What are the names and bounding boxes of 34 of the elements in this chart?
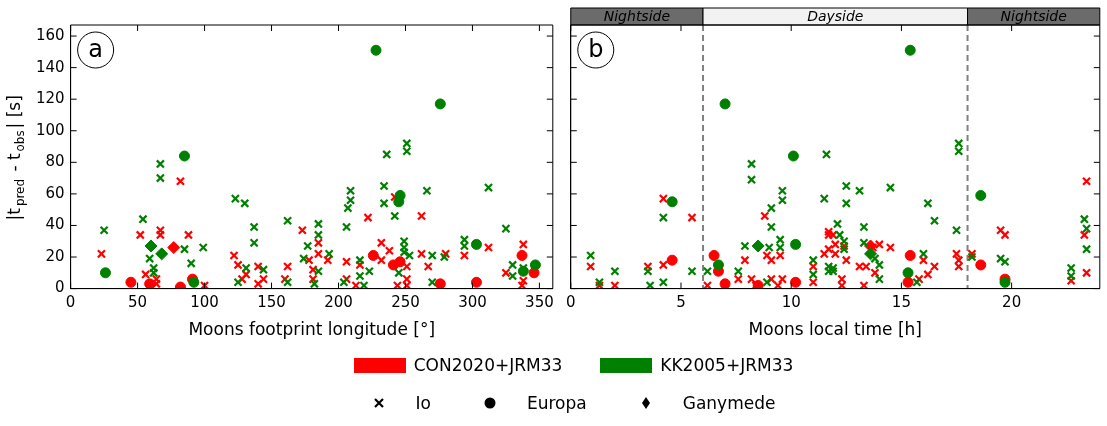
y-tick-label: 100 (35, 120, 65, 139)
x-axis-title: Moons footprint longitude [°] (188, 319, 435, 340)
x-axis-title: Moons local time [h] (748, 319, 922, 340)
legend-label: Ganymede (682, 393, 776, 413)
y-tick-label: 40 (45, 215, 65, 234)
text: Dayside (807, 8, 864, 25)
y-tick-label: 80 (45, 152, 65, 171)
x-tick-label: 5 (676, 293, 686, 312)
y-tick-label: 120 (35, 89, 65, 108)
y-tick-label: 20 (45, 246, 65, 265)
x-tick-label: 300 (458, 293, 487, 312)
y-tick-label: 160 (35, 25, 65, 44)
x-tick-label: 250 (391, 293, 420, 312)
x-tick-label: 150 (257, 293, 286, 312)
x-tick-label: 15 (891, 293, 911, 312)
text: Nightside (1000, 8, 1067, 25)
legend-label: KK2005+JRM33 (660, 355, 794, 375)
y-axis-title: |tpred - tobs| [s] (4, 95, 28, 221)
x-tick-label: 350 (525, 293, 554, 312)
legend-label: Io (415, 393, 431, 413)
y-tick-label: 140 (35, 57, 65, 76)
x-tick-label: 0 (566, 293, 576, 312)
annotation: a (88, 35, 103, 64)
x-tick-label: 100 (190, 293, 219, 312)
x-tick-label: 20 (1002, 293, 1022, 312)
y-tick-label: 0 (55, 278, 65, 297)
text: Nightside (603, 8, 671, 25)
x-tick-label: 10 (781, 293, 801, 312)
x-tick-label: 50 (128, 293, 148, 312)
legend-label: CON2020+JRM33 (413, 355, 563, 375)
x-tick-label: 200 (324, 293, 353, 312)
annotation: b (588, 35, 604, 64)
y-tick-label: 60 (45, 183, 65, 202)
legend-label: Europa (526, 393, 587, 413)
